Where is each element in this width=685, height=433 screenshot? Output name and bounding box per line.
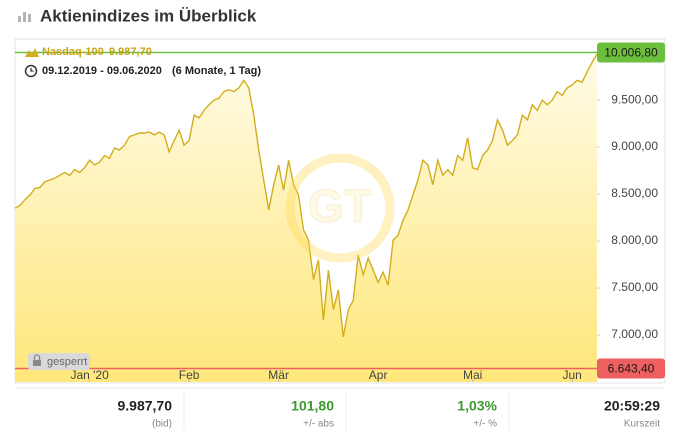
y-tick-label: 7.000,00	[611, 327, 658, 341]
y-tick-label: 8.000,00	[611, 233, 658, 247]
reference-label: 10.006,80	[604, 46, 658, 60]
x-tick-label: Feb	[179, 368, 200, 382]
quote-value: 20:59:29	[604, 398, 660, 414]
legend-value: 9.987,70	[109, 46, 152, 58]
x-tick-label: Mär	[268, 368, 289, 382]
reference-badge	[597, 358, 665, 379]
y-tick-label: 8.500,00	[611, 186, 658, 200]
quote-value: 9.987,70	[118, 398, 173, 414]
quote-value: 1,03%	[457, 398, 497, 414]
y-tick-label: 9.000,00	[611, 139, 658, 153]
lock-icon	[33, 360, 41, 366]
quote-footer: 9.987,70 (bid) 101,80 +/- abs 1,03% +/- % 20:5…	[118, 392, 660, 430]
watermark-text: GT	[308, 180, 372, 232]
reference-badge	[597, 42, 665, 63]
quote-value: 101,80	[291, 398, 334, 414]
y-tick-label: 7.500,00	[611, 280, 658, 294]
x-tick-label: Apr	[369, 368, 388, 382]
title-icon	[18, 12, 31, 22]
period: 09.12.2019 - 09.06.2020	[42, 65, 162, 77]
locked-label: gesperrt	[47, 356, 87, 368]
y-tick-label: 9.500,00	[611, 92, 658, 106]
clock-icon	[24, 64, 38, 78]
locked-badge[interactable]: gesperrt	[28, 353, 90, 370]
legend-icon	[25, 48, 39, 57]
x-tick-label: Jan '20	[70, 368, 109, 382]
quote-label: (bid)	[152, 419, 172, 430]
area-fill	[15, 54, 597, 383]
x-tick-label: Mai	[463, 368, 482, 382]
locked-bg	[28, 353, 90, 370]
quote-label: +/- abs	[303, 419, 334, 430]
period-note: (6 Monate, 1 Tag)	[172, 65, 261, 77]
quote-label: Kurszeit	[624, 419, 660, 430]
plot: 7.000,00 7.500,00 8.000,00 8.500,00 9.000,00…	[14, 42, 665, 383]
watermark: GT	[285, 153, 395, 263]
price-line	[14, 53, 598, 338]
legend-series: Nasdaq-100	[42, 46, 104, 58]
page-title: Aktienindizes im Überblick	[40, 6, 257, 25]
reference-label: 6.643,40	[608, 362, 655, 376]
x-tick-label: Jun	[562, 368, 581, 382]
quote-label: +/- %	[473, 419, 497, 430]
